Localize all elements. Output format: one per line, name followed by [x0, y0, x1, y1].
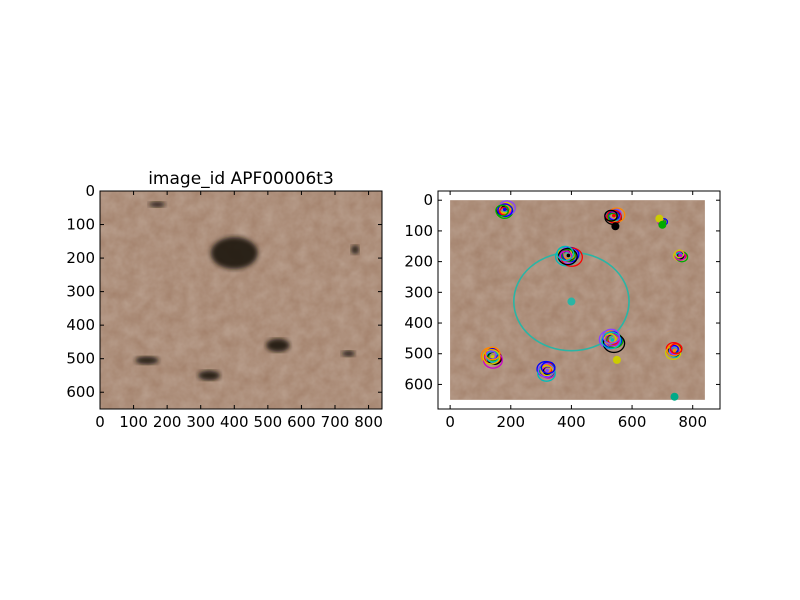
x-tick-label: 800 [678, 413, 707, 431]
cluster-center [545, 368, 549, 373]
x-tick-label: 800 [354, 413, 383, 431]
x-tick-label: 600 [287, 413, 316, 431]
annotation-ellipse [560, 248, 576, 263]
right-axes-frame [437, 190, 721, 410]
x-tick-label: 200 [153, 413, 182, 431]
cluster-center [502, 207, 507, 212]
marker-point [612, 355, 621, 364]
annotation-ellipse [556, 245, 575, 262]
x-tick-label: 200 [496, 413, 525, 431]
y-tick-label: 500 [404, 345, 433, 363]
cluster-center [678, 253, 683, 258]
y-tick-label: 400 [66, 316, 95, 334]
annotation-ellipse [540, 361, 556, 375]
left-panel-title: image_id APF00006t3 [148, 169, 334, 189]
annotation-ellipse [484, 346, 501, 361]
x-tick-label: 600 [618, 413, 647, 431]
cluster-center [490, 355, 495, 359]
dark-spot [148, 201, 166, 208]
x-tick-label: 0 [445, 413, 455, 431]
y-tick-label: 300 [66, 283, 95, 301]
y-tick-label: 100 [66, 216, 95, 234]
left-x-axis: 0 100 200 300 400 500 600 700 800 [95, 191, 383, 431]
annotation-cluster [536, 360, 556, 382]
marker-point [670, 392, 679, 401]
right-x-axis: 0 200 400 600 800 [445, 191, 707, 431]
y-tick-label: 300 [404, 283, 433, 301]
annotation-cluster [480, 346, 503, 369]
right-y-axis: 0 100 200 300 400 500 600 [404, 191, 720, 393]
y-tick-label: 500 [66, 350, 95, 368]
annotation-marks [480, 200, 689, 401]
x-tick-label: 400 [220, 413, 249, 431]
y-tick-label: 600 [404, 375, 433, 393]
left-y-axis: 0 100 200 300 400 500 600 [66, 182, 382, 401]
annotation-ellipse [495, 204, 509, 217]
annotation-ellipse [601, 331, 622, 350]
annotation-cluster [554, 245, 583, 267]
dark-spot [351, 244, 360, 255]
annotation-ellipse [674, 249, 685, 259]
left-image-panel: image_id APF00006t3 0 100 200 300 400 500 600 7… [66, 169, 383, 431]
dark-spot [135, 356, 159, 365]
dark-spot [341, 350, 356, 357]
x-tick-label: 700 [321, 413, 350, 431]
y-tick-label: 200 [66, 249, 95, 267]
y-tick-label: 0 [423, 191, 433, 209]
marker-point [658, 220, 667, 229]
cluster-center [672, 348, 677, 353]
annotation-ellipse [498, 204, 511, 215]
cluster-center [612, 213, 616, 218]
x-tick-label: 100 [119, 413, 148, 431]
x-tick-label: 400 [557, 413, 586, 431]
annotation-cluster [665, 341, 683, 361]
annotation-cluster [495, 200, 516, 219]
annotation-cluster [598, 328, 626, 354]
y-tick-label: 400 [404, 314, 433, 332]
annotation-ellipse [669, 343, 683, 355]
terrain-texture [450, 200, 705, 400]
x-tick-label: 0 [95, 413, 105, 431]
dark-spot [198, 370, 221, 381]
y-tick-label: 100 [404, 222, 433, 240]
cluster-center [566, 253, 571, 258]
annotation-ellipse [482, 349, 501, 365]
left-axes-frame [99, 190, 383, 410]
y-tick-label: 200 [404, 253, 433, 271]
terrain-image [100, 191, 382, 409]
marker-point [611, 222, 620, 231]
terrain-image-annotated [450, 200, 705, 400]
dark-spot [266, 338, 290, 352]
annotation-ellipse [668, 345, 681, 356]
right-scatter-panel: 0 200 400 600 800 0 100 200 300 400 500 600 [404, 190, 721, 431]
annotation-ellipse [604, 209, 618, 222]
y-tick-label: 0 [85, 182, 95, 200]
y-tick-label: 600 [66, 383, 95, 401]
marker-point [655, 214, 664, 223]
terrain-texture [100, 191, 382, 409]
x-tick-label: 300 [186, 413, 215, 431]
x-tick-label: 500 [254, 413, 283, 431]
annotation-ellipse [497, 203, 513, 218]
annotation-ellipse [602, 328, 621, 345]
dark-spot [210, 236, 258, 270]
annotation-cluster [673, 249, 689, 263]
cluster-center [610, 338, 615, 342]
marker-point [567, 297, 576, 306]
